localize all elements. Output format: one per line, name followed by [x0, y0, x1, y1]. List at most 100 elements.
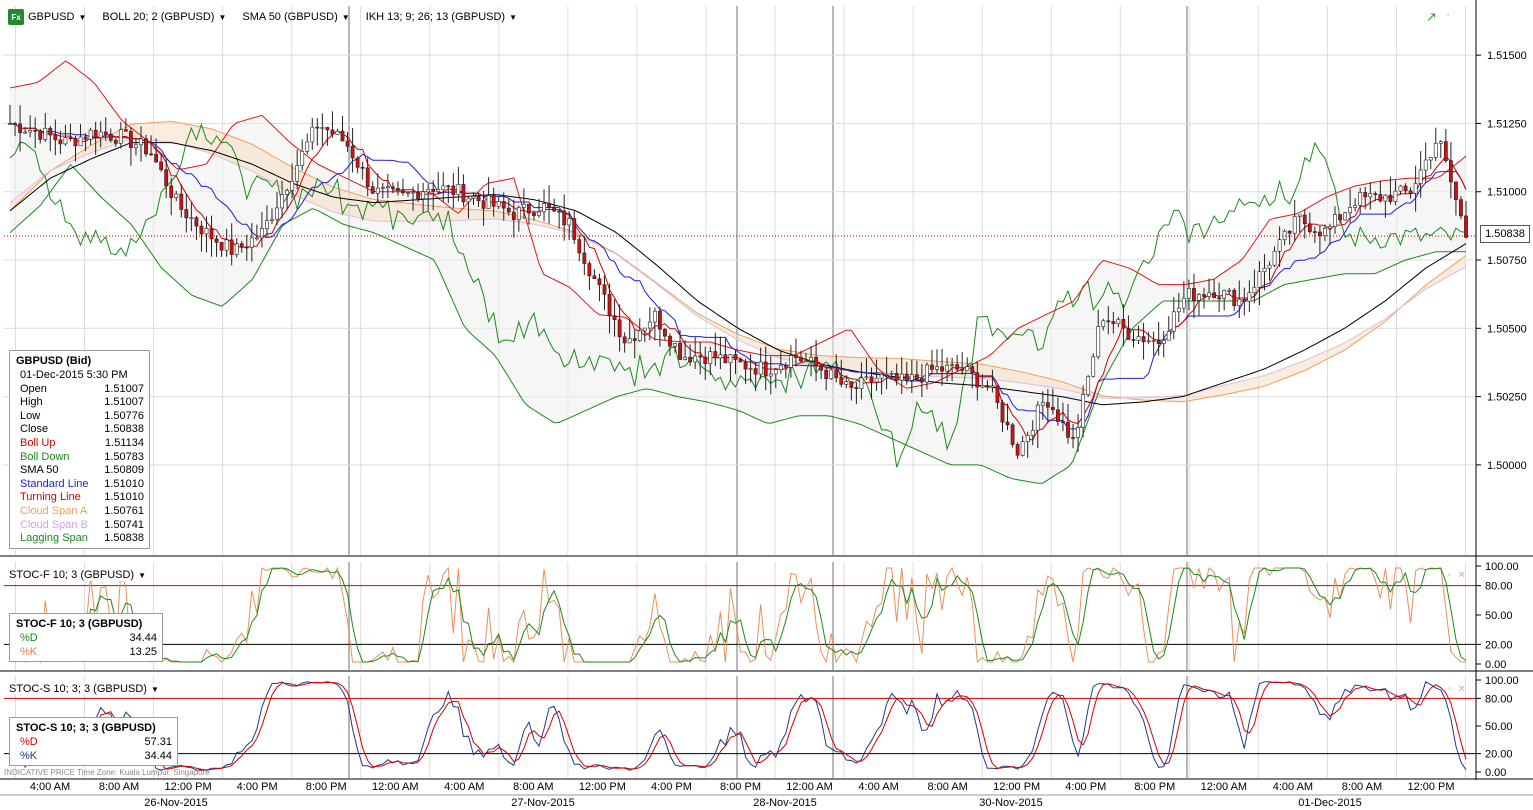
candle-up	[496, 201, 501, 207]
candle-down	[1242, 299, 1247, 302]
stoch-fast-y-tick-label: 50.00	[1485, 610, 1513, 622]
candle-down	[1071, 437, 1075, 439]
candle-down	[834, 369, 839, 379]
cloud-span-b-line	[9, 138, 1467, 399]
candle-up	[1438, 141, 1443, 144]
restore-icon[interactable]: ▫	[1448, 570, 1452, 581]
candle-down	[1141, 336, 1146, 343]
candle-up	[1262, 267, 1267, 272]
boll-label: BOLL 20; 2 (GBPUSD)	[102, 11, 215, 23]
candle-down	[1066, 421, 1070, 438]
x-date-label: 28-Nov-2015	[753, 797, 817, 809]
candle-down	[491, 195, 496, 207]
candle-down	[144, 138, 148, 155]
candle-up	[265, 220, 269, 229]
candle-down	[914, 374, 919, 379]
candle-down	[209, 228, 214, 240]
stoch-fast-y-tick-label: 100.00	[1485, 561, 1519, 573]
stoch-fast-selector[interactable]: STOC-F 10; 3 (GBPUSD) ▼	[9, 569, 147, 581]
ikh-indicator-selector[interactable]: IKH 13; 9; 26; 13 (GBPUSD) ▼	[366, 11, 517, 23]
legend-rows: %D 34.44 %K 13.25	[16, 632, 157, 659]
legend-datetime: 01-Dec-2015 5:30 PM	[20, 369, 128, 381]
candle-down	[1302, 214, 1307, 225]
stoch-slow-label: STOC-S 10; 3; 3 (GBPUSD)	[9, 683, 147, 695]
ikh-label: IKH 13; 9; 26; 13 (GBPUSD)	[365, 11, 506, 23]
candle-down	[1056, 409, 1060, 422]
candle-down	[723, 354, 728, 364]
candle-up	[980, 385, 985, 388]
restore-icon[interactable]: ▫	[1448, 684, 1452, 695]
sma-label: SMA 50 (GBPUSD)	[242, 11, 338, 23]
stoch-fast-label: STOC-F 10; 3 (GBPUSD)	[9, 569, 135, 581]
legend-value: 34.44	[144, 749, 172, 762]
sma-indicator-selector[interactable]: SMA 50 (GBPUSD) ▼	[242, 11, 349, 23]
candles	[8, 104, 1468, 459]
candle-down	[1192, 288, 1196, 301]
stoch-fast-y-tick-label: 20.00	[1485, 639, 1513, 651]
candle-up	[280, 194, 284, 209]
candle-down	[1338, 214, 1342, 221]
x-time-label: 8:00 AM	[513, 781, 553, 793]
legend-value: 1.50741	[104, 518, 144, 531]
candle-up	[441, 185, 446, 190]
legend-row: Low 1.50776	[20, 410, 144, 424]
candle-down	[995, 385, 1000, 403]
candle-up	[275, 207, 279, 220]
legend-label: Close	[20, 423, 49, 436]
x-time-label: 8:00 AM	[99, 781, 139, 793]
candle-up	[436, 189, 441, 192]
stoch-slow-legend: STOC-S 10; 3; 3 (GBPUSD) %D 57.31 %K 34.44	[9, 717, 178, 767]
candle-down	[1378, 194, 1383, 202]
candle-down	[330, 129, 335, 135]
legend-value: 1.50783	[104, 450, 144, 463]
x-time-label: 8:00 PM	[306, 781, 347, 793]
candle-up	[899, 373, 904, 381]
candle-down	[527, 203, 531, 214]
candle-down	[849, 381, 854, 388]
candle-down	[431, 189, 436, 192]
candle-down	[587, 263, 592, 277]
close-icon[interactable]: ✕	[1457, 684, 1466, 695]
indicative-price-note: INDICATIVE PRICE Time Zone: Kuala Lumpur…	[4, 768, 210, 777]
candle-down	[360, 166, 365, 169]
legend-row: Lagging Span 1.50838	[20, 532, 144, 546]
candle-down	[557, 210, 562, 213]
stoch-slow-selector[interactable]: STOC-S 10; 3; 3 (GBPUSD) ▼	[9, 683, 159, 695]
legend-label: %K	[20, 749, 38, 762]
x-time-label: 4:00 AM	[444, 781, 484, 793]
legend-row: %D 57.31	[20, 736, 172, 750]
candle-up	[718, 354, 723, 359]
candle-up	[950, 364, 955, 366]
legend-value: 1.50838	[104, 423, 144, 436]
x-time-label: 8:00 AM	[927, 781, 967, 793]
candle-up	[1187, 288, 1191, 299]
boll-indicator-selector[interactable]: BOLL 20; 2 (GBPUSD) ▼	[102, 11, 226, 23]
candle-down	[506, 207, 511, 213]
candle-down	[1202, 294, 1206, 297]
stoch-fast-y-tick-label: 80.00	[1485, 581, 1513, 593]
legend-row: %D 34.44	[20, 632, 157, 646]
legend-label: Standard Line	[20, 477, 89, 490]
symbol-selector[interactable]: Fx GBPUSD ▼	[8, 9, 86, 25]
candle-up	[1323, 228, 1327, 237]
close-icon[interactable]: ✕	[1457, 570, 1466, 581]
candle-down	[960, 368, 965, 371]
candle-down	[1464, 215, 1468, 238]
trend-arrow-icon[interactable]: ↗	[1426, 9, 1437, 24]
candle-down	[68, 137, 73, 140]
y-tick-label: 1.50250	[1487, 392, 1527, 404]
legend-row: SMA 50 1.50809	[20, 464, 144, 478]
candle-up	[537, 211, 541, 216]
x-time-label: 12:00 PM	[993, 781, 1040, 793]
symbol-label: GBPUSD	[28, 11, 75, 23]
candle-up	[1222, 289, 1227, 299]
legend-row: %K 13.25	[20, 646, 157, 660]
candle-up	[1207, 292, 1211, 297]
legend-row: Boll Up 1.51134	[20, 437, 144, 451]
candle-up	[1086, 376, 1091, 395]
main-window-controls: ▫	[1446, 10, 1450, 21]
candle-down	[83, 136, 88, 140]
restore-icon[interactable]: ▫	[1446, 10, 1450, 21]
legend-label: %K	[20, 645, 38, 658]
